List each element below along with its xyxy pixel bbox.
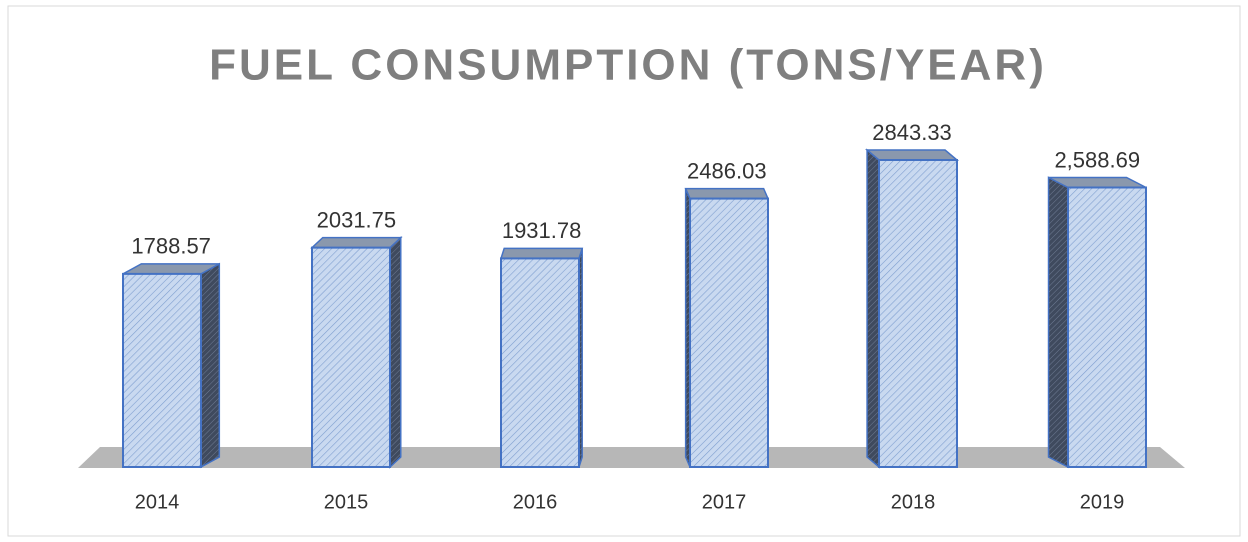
data-label: 2,588.69 (1054, 147, 1140, 172)
x-tick-label: 2018 (891, 491, 936, 513)
data-label: 2031.75 (317, 207, 397, 232)
bar (122, 272, 202, 468)
floor (78, 447, 1185, 468)
chart-title: FUEL CONSUMPTION (TONS/YEAR) (209, 41, 1047, 90)
x-tick-label: 2017 (702, 491, 747, 513)
data-label: 1788.57 (131, 234, 211, 259)
bar-side (1047, 176, 1069, 469)
bar-top (310, 236, 403, 249)
bar-top (865, 149, 960, 161)
bar (311, 246, 391, 468)
bar-side (866, 148, 880, 469)
bar-top (684, 187, 770, 200)
bar-top (122, 263, 220, 275)
bar (689, 197, 769, 468)
x-tick-label: 2019 (1080, 491, 1125, 513)
bar-side (200, 262, 221, 469)
x-tick-label: 2016 (513, 491, 558, 513)
bar-top (499, 247, 584, 260)
data-label: 1931.78 (502, 218, 582, 243)
data-label: 2486.03 (687, 158, 767, 183)
chart-border (7, 5, 1241, 537)
data-label: 2843.33 (872, 120, 952, 145)
bar (878, 159, 958, 468)
x-tick-label: 2014 (135, 491, 180, 513)
bar (1067, 186, 1147, 468)
x-tick-label: 2015 (324, 491, 369, 513)
bar (500, 257, 580, 468)
bar-side (389, 235, 402, 469)
